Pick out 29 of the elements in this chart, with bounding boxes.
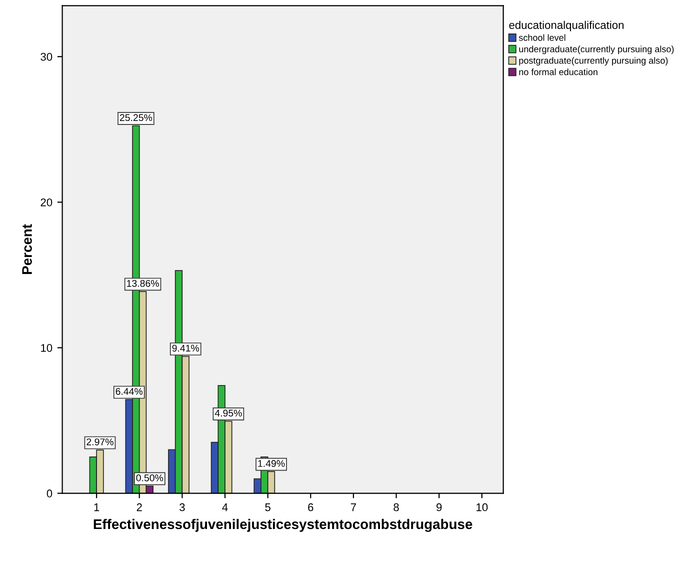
x-tick-label: 8 [394, 503, 399, 512]
x-tick-label: 10 [476, 503, 488, 512]
data-label: 1.49% [258, 460, 285, 467]
legend-label: postgraduate(currently pursuing also) [519, 57, 668, 66]
data-label: 13.86% [127, 280, 159, 287]
x-tick-label: 7 [350, 503, 356, 512]
y-tick-label: 10 [41, 344, 52, 352]
x-tick-label: 6 [308, 503, 314, 512]
y-tick-label: 0 [46, 490, 52, 498]
legend-title: educationalqualification [509, 20, 624, 32]
data-label: 25.25% [120, 114, 152, 122]
data-label: 4.95% [214, 410, 242, 417]
x-tick-label: 3 [180, 503, 185, 512]
legend-label: school level [518, 34, 566, 41]
x-tick-label: 2 [136, 503, 142, 512]
data-label: 2.97% [86, 438, 114, 446]
x-tick-label: 5 [265, 503, 270, 512]
x-axis-title: Effectivenessofjuvenilejusticesystemtocombstdrugabuse [94, 518, 472, 532]
y-tick-label: 20 [40, 198, 52, 206]
legend-label: no formal education [519, 68, 598, 76]
x-tick-label: 1 [94, 503, 100, 512]
legend-label: undergraduate(currently pursuing also) [519, 46, 674, 54]
y-axis-title: Percent [22, 224, 32, 274]
y-tick-label: 30 [40, 52, 52, 61]
data-label: 9.41% [172, 344, 200, 352]
x-tick-label: 9 [436, 503, 442, 512]
x-tick-label: 4 [222, 503, 228, 512]
data-label: 0.50% [136, 474, 164, 482]
data-label: 6.44% [116, 388, 143, 395]
